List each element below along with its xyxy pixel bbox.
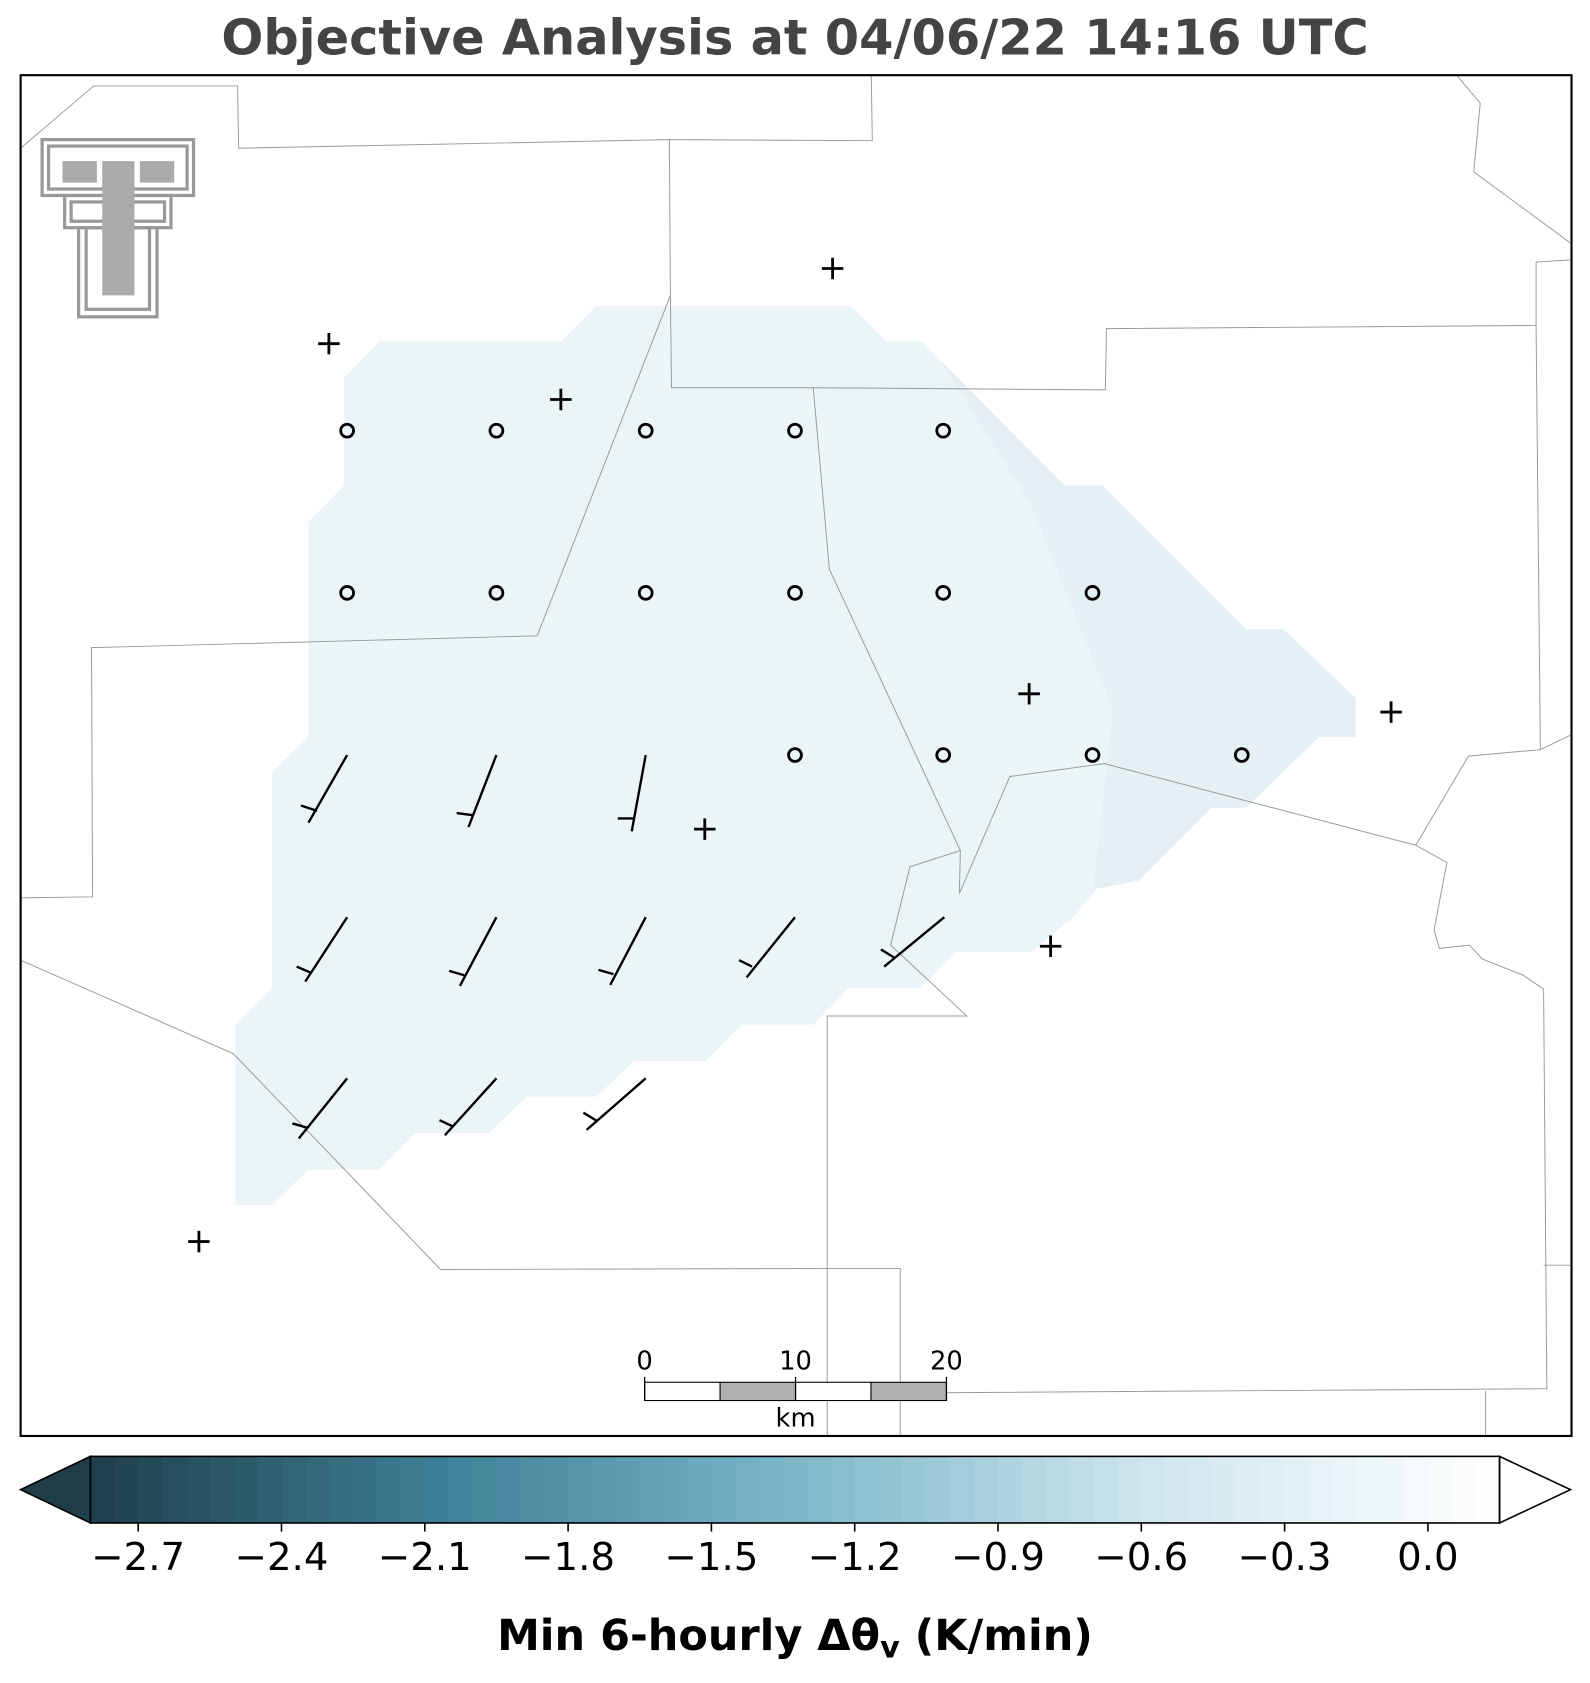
stations bbox=[188, 257, 1402, 1253]
scale-bar-segment bbox=[719, 1381, 797, 1402]
colorbar-segment bbox=[400, 1456, 426, 1523]
colorbar-segment bbox=[663, 1456, 689, 1523]
colorbar-tick-label: 0.0 bbox=[1397, 1535, 1458, 1580]
colorbar-segment bbox=[806, 1456, 832, 1523]
colorbar-segment bbox=[735, 1456, 760, 1523]
colorbar-segment bbox=[1236, 1456, 1262, 1523]
colorbar-segment bbox=[1475, 1456, 1501, 1523]
analysis-shading-darker bbox=[939, 359, 1356, 890]
colorbar-segment bbox=[377, 1456, 402, 1523]
colorbar-segment bbox=[209, 1456, 235, 1523]
colorbar-segment bbox=[759, 1456, 784, 1523]
colorbar-segment bbox=[1189, 1456, 1214, 1523]
colorbar-segment bbox=[1069, 1456, 1095, 1523]
colorbar-segment bbox=[974, 1456, 999, 1523]
wind-barbs bbox=[292, 754, 946, 1140]
colorbar-segment bbox=[138, 1456, 163, 1523]
colorbar-label: Min 6-hourly Δθv (K/min) bbox=[497, 1610, 1093, 1665]
colorbar-tick-label: −2.7 bbox=[91, 1535, 185, 1580]
colorbar-segment bbox=[1356, 1456, 1381, 1523]
colorbar-segment bbox=[1260, 1456, 1286, 1523]
colorbar-segment bbox=[902, 1456, 928, 1523]
colorbar-segment bbox=[783, 1456, 808, 1523]
colorbar-segment bbox=[711, 1456, 736, 1523]
scale-bar-label: 10 bbox=[779, 1346, 812, 1376]
colorbar-segment bbox=[1117, 1456, 1142, 1523]
colorbar: −2.7 −2.4 −2.1 −1.8 −1.5 −1.2 −0.9 −0.6 −0.3 0.0 bbox=[18, 1455, 1573, 1580]
colorbar-segment bbox=[1451, 1456, 1477, 1523]
scale-bar-segment bbox=[644, 1381, 721, 1402]
colorbar-extend-high bbox=[1498, 1455, 1573, 1525]
colorbar-segment bbox=[1141, 1456, 1166, 1523]
map: 0 10 20 km bbox=[19, 74, 1573, 1438]
colorbar-segment bbox=[830, 1456, 856, 1523]
colorbar-segment bbox=[568, 1456, 593, 1523]
colorbar-extend-low bbox=[18, 1455, 92, 1525]
colorbar-segment bbox=[1332, 1456, 1357, 1523]
boundaries bbox=[20, 74, 1572, 1436]
logo bbox=[40, 138, 196, 319]
label-subscript: v bbox=[880, 1630, 900, 1665]
colorbar-segment bbox=[520, 1456, 545, 1523]
colorbar-segment bbox=[854, 1456, 880, 1523]
scale-bar-label: 0 bbox=[636, 1346, 652, 1376]
colorbar-tick-label: −0.6 bbox=[1094, 1535, 1188, 1580]
colorbar-segment bbox=[950, 1456, 975, 1523]
colorbar-segment bbox=[424, 1456, 450, 1523]
colorbar-segment bbox=[1380, 1456, 1405, 1523]
colorbar-segment bbox=[615, 1456, 641, 1523]
colorbar-segment bbox=[329, 1456, 354, 1523]
colorbar-segment bbox=[114, 1456, 139, 1523]
colorbar-segment bbox=[233, 1456, 259, 1523]
colorbar-segment bbox=[687, 1456, 713, 1523]
colorbar-segment bbox=[353, 1456, 378, 1523]
title: Objective Analysis at 04/06/22 14:16 UTC bbox=[221, 8, 1368, 66]
colorbar-outline bbox=[89, 1455, 1501, 1524]
colorbar-segment bbox=[1212, 1456, 1238, 1523]
scale-bar-segment bbox=[795, 1381, 872, 1402]
colorbar-segment bbox=[998, 1456, 1023, 1523]
colorbar-segment bbox=[1093, 1456, 1119, 1523]
colorbar-segment bbox=[90, 1456, 115, 1523]
label-part: (K/min) bbox=[900, 1610, 1093, 1660]
colorbar-segment bbox=[1284, 1456, 1310, 1523]
colorbar-segment bbox=[448, 1456, 474, 1523]
scale-bar-label: 20 bbox=[930, 1346, 963, 1376]
colorbar-segment bbox=[1045, 1456, 1071, 1523]
colorbar-segment bbox=[257, 1456, 283, 1523]
colorbar-segment bbox=[162, 1456, 187, 1523]
colorbar-segment bbox=[878, 1456, 904, 1523]
colorbar-segment bbox=[1021, 1456, 1047, 1523]
label-part: Min 6-hourly Δθ bbox=[497, 1610, 880, 1660]
calm-station-markers bbox=[339, 422, 1250, 763]
colorbar-segment bbox=[639, 1456, 665, 1523]
colorbar-segment bbox=[1165, 1456, 1190, 1523]
map-frame bbox=[19, 74, 1573, 1438]
colorbar-tick-label: −1.8 bbox=[521, 1535, 615, 1580]
colorbar-segment bbox=[1427, 1456, 1453, 1523]
colorbar-segment bbox=[496, 1456, 521, 1523]
scale-bar-segment bbox=[870, 1381, 947, 1402]
colorbar-segment bbox=[926, 1456, 951, 1523]
colorbar-tick-label: −1.2 bbox=[808, 1535, 902, 1580]
colorbar-segment bbox=[1308, 1456, 1334, 1523]
colorbar-segment bbox=[472, 1456, 498, 1523]
colorbar-tick-label: −0.3 bbox=[1238, 1535, 1332, 1580]
colorbar-tick-label: −2.4 bbox=[235, 1535, 329, 1580]
colorbar-tick-label: −1.5 bbox=[664, 1535, 758, 1580]
colorbar-segment bbox=[281, 1456, 307, 1523]
colorbar-segment bbox=[591, 1456, 617, 1523]
scale-bar: 0 10 20 km bbox=[636, 1346, 962, 1433]
colorbar-segment bbox=[544, 1456, 569, 1523]
scale-bar-unit: km bbox=[776, 1403, 816, 1433]
colorbar-segment bbox=[185, 1456, 211, 1523]
colorbar-tick-label: −0.9 bbox=[951, 1535, 1045, 1580]
colorbar-segment bbox=[1404, 1456, 1429, 1523]
colorbar-segment bbox=[305, 1456, 330, 1523]
plus-station-markers bbox=[188, 257, 1402, 1253]
colorbar-tick-label: −2.1 bbox=[378, 1535, 472, 1580]
